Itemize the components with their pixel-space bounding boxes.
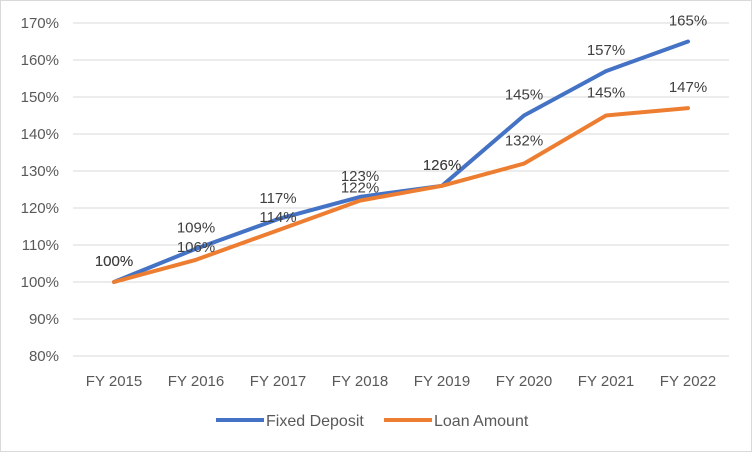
x-tick-label: FY 2020 [496,373,552,390]
y-tick-label: 80% [29,348,59,365]
data-label: 132% [505,133,543,150]
data-label: 106% [177,239,215,256]
series-line-loan-amount [112,106,690,284]
data-label: 109% [177,220,215,237]
x-tick-label: FY 2022 [660,373,716,390]
legend-label: Fixed Deposit [266,413,364,430]
legend: Fixed Deposit Loan Amount [216,413,529,430]
legend-label: Loan Amount [434,413,529,430]
data-label: 122% [341,180,379,197]
data-labels: 100%109%117%123%126%145%157%165%100%106%… [95,13,707,271]
x-tick-label: FY 2016 [168,373,224,390]
data-label: 126% [423,157,461,174]
y-tick-label: 90% [29,311,59,328]
data-label: 145% [587,85,625,102]
x-tick-label: FY 2021 [578,373,634,390]
y-tick-label: 110% [22,237,59,254]
series-lines [112,39,690,284]
gridlines [73,22,729,357]
data-label: 100% [95,253,133,270]
x-axis: FY 2015 FY 2016 FY 2017 FY 2018 FY 2019 FY 20… [86,373,716,390]
x-tick-label: FY 2017 [250,373,306,390]
y-axis: 80% 90% 100% 110% 120% 130% 140% 150% 160% 170% [21,15,59,365]
data-label: 145% [505,87,543,104]
data-label: 123% [341,168,379,185]
data-label: 114% [259,209,296,226]
data-label: 126% [423,157,461,174]
data-label: 157% [587,42,625,59]
y-tick-label: 170% [21,15,59,32]
data-label: 117% [259,190,296,207]
data-label: 147% [669,79,707,96]
x-tick-label: FY 2019 [414,373,470,390]
y-tick-label: 160% [21,52,59,69]
x-tick-label: FY 2015 [86,373,142,390]
data-label: 165% [669,13,707,30]
x-tick-label: FY 2018 [332,373,388,390]
y-tick-label: 120% [21,200,59,217]
y-tick-label: 150% [21,89,59,106]
y-tick-label: 100% [21,274,59,291]
y-tick-label: 140% [21,126,59,143]
data-label: 100% [95,253,133,270]
y-tick-label: 130% [21,163,59,180]
